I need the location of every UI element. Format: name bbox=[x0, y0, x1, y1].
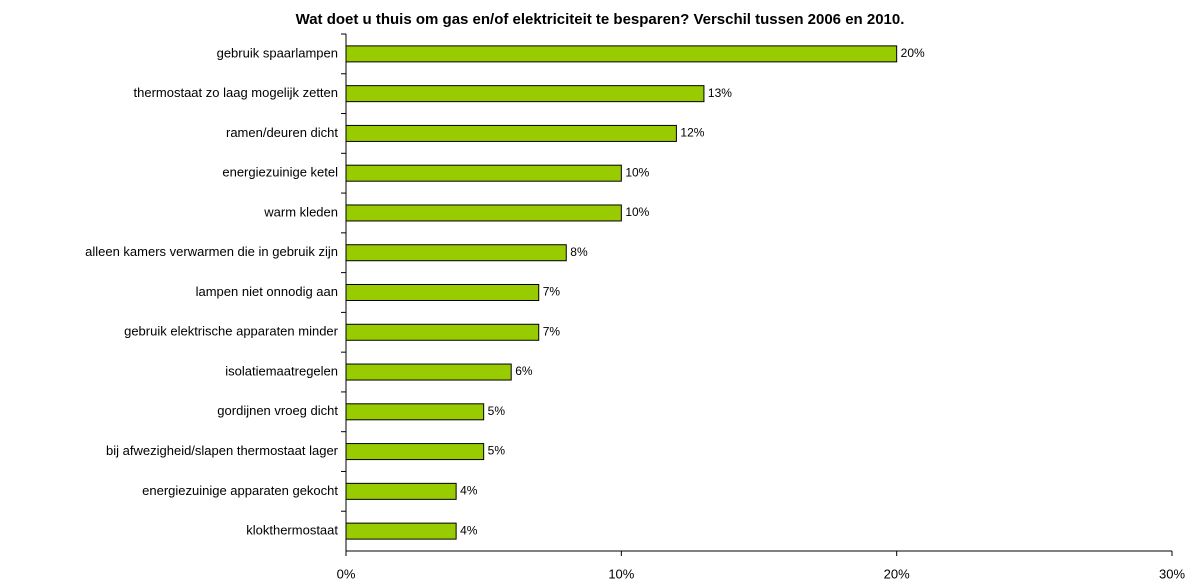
bar bbox=[345, 403, 485, 421]
y-tick-label: thermostaat zo laag mogelijk zetten bbox=[134, 85, 339, 100]
bar bbox=[345, 45, 898, 63]
value-label: 10% bbox=[625, 205, 649, 219]
bar bbox=[345, 85, 705, 103]
bar bbox=[345, 522, 457, 540]
value-label: 8% bbox=[570, 245, 588, 259]
value-label: 6% bbox=[515, 364, 533, 378]
bar bbox=[345, 323, 540, 341]
y-tick-label: energiezuinige apparaten gekocht bbox=[142, 483, 338, 498]
value-label: 12% bbox=[680, 126, 704, 140]
value-label: 4% bbox=[460, 484, 478, 498]
chart-title: Wat doet u thuis om gas en/of elektricit… bbox=[296, 11, 905, 28]
value-label: 7% bbox=[543, 285, 561, 299]
bar bbox=[345, 284, 540, 301]
bar bbox=[345, 204, 622, 222]
y-tick-label: gebruik spaarlampen bbox=[217, 45, 338, 60]
y-tick-label: gordijnen vroeg dicht bbox=[217, 403, 338, 418]
value-label: 20% bbox=[901, 46, 925, 60]
y-tick-label: ramen/deuren dicht bbox=[226, 125, 338, 140]
bar bbox=[345, 363, 512, 381]
y-tick-label: energiezuinige ketel bbox=[222, 165, 338, 180]
x-tick-label: 0% bbox=[337, 566, 356, 581]
x-tick-label: 10% bbox=[608, 566, 634, 581]
y-tick-label: alleen kamers verwarmen die in gebruik z… bbox=[85, 244, 338, 259]
value-label: 5% bbox=[488, 404, 506, 418]
y-tick-label: isolatiemaatregelen bbox=[225, 363, 338, 378]
bar bbox=[345, 482, 457, 500]
value-label: 13% bbox=[708, 86, 732, 100]
y-tick-label: klokthermostaat bbox=[246, 523, 338, 538]
value-label: 10% bbox=[625, 165, 649, 179]
bar bbox=[345, 124, 677, 142]
bar bbox=[345, 443, 485, 461]
bar bbox=[345, 164, 622, 182]
value-label: 5% bbox=[488, 444, 506, 458]
value-label: 4% bbox=[460, 523, 478, 537]
bar bbox=[345, 244, 567, 262]
x-tick-label: 30% bbox=[1159, 566, 1185, 581]
y-tick-label: lampen niet onnodig aan bbox=[196, 284, 338, 299]
y-tick-label: warm kleden bbox=[263, 204, 338, 219]
value-label: 7% bbox=[543, 324, 561, 338]
x-tick-label: 20% bbox=[884, 566, 910, 581]
y-tick-label: gebruik elektrische apparaten minder bbox=[124, 324, 339, 339]
y-tick-label: bij afwezigheid/slapen thermostaat lager bbox=[106, 443, 339, 458]
